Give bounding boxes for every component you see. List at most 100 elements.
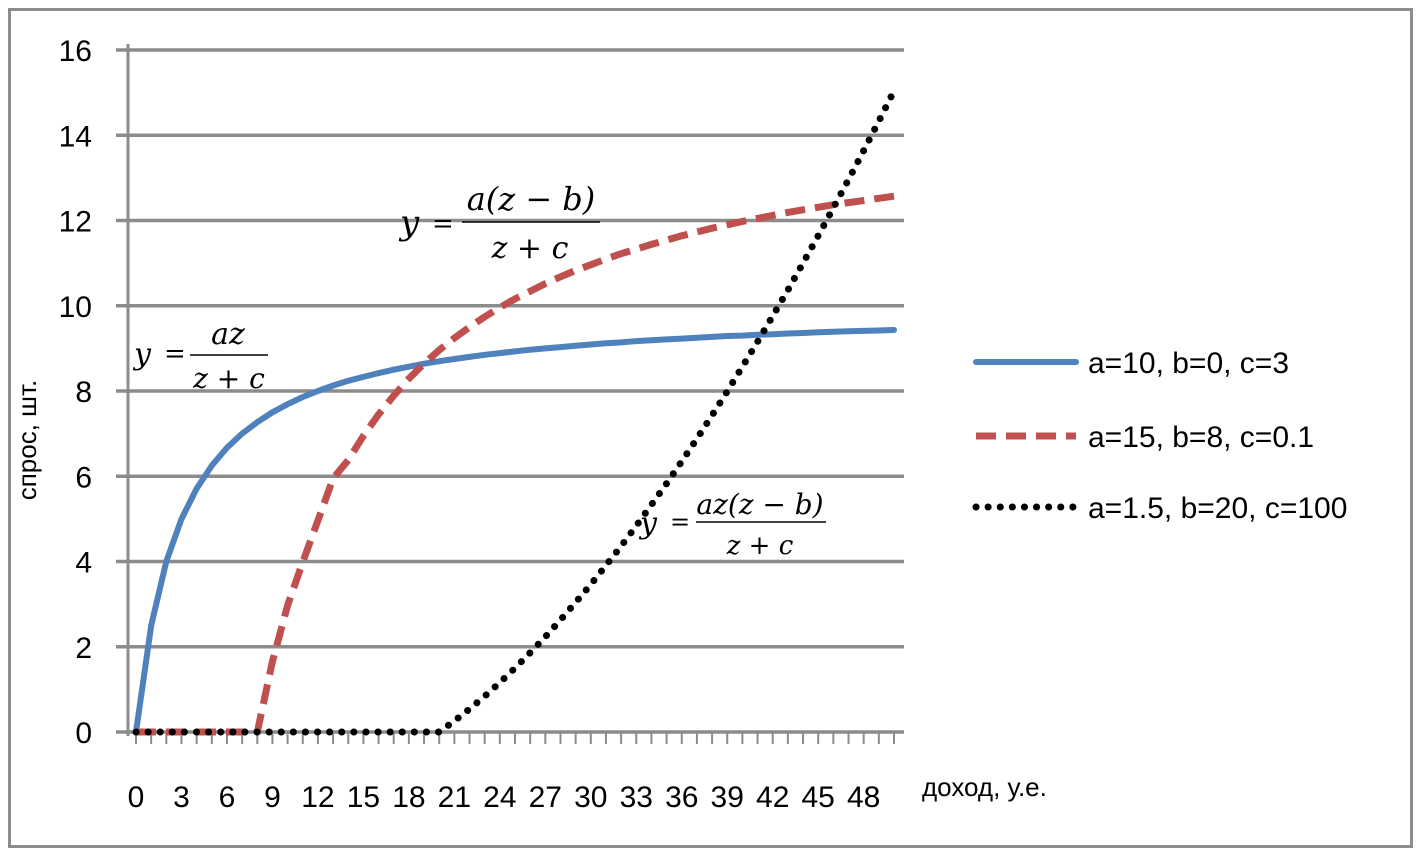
data-point [545, 348, 546, 349]
data-point [393, 732, 394, 733]
data-point [590, 584, 591, 585]
data-point [636, 249, 637, 250]
data-point [787, 289, 788, 290]
formula-1-numerator: az [211, 317, 245, 352]
formula-annotation-3: y = az(z − b) z + c [638, 488, 826, 561]
data-point [712, 228, 713, 229]
x-tick-label: 6 [219, 781, 236, 814]
data-point [242, 732, 243, 733]
data-point [317, 391, 318, 392]
data-point [742, 335, 743, 336]
data-point [302, 561, 303, 562]
data-point [530, 652, 531, 653]
data-point [302, 732, 303, 733]
data-point [605, 258, 606, 259]
data-point [136, 732, 137, 733]
data-point [621, 342, 622, 343]
data-point [863, 330, 864, 331]
data-point [575, 602, 576, 603]
legend-label-3: a=1.5, b=20, c=100 [1088, 492, 1347, 525]
data-point [666, 483, 667, 484]
data-point [439, 350, 440, 351]
data-point [530, 349, 531, 350]
data-point [408, 378, 409, 379]
data-point [196, 488, 197, 489]
formula-2-equals: = [432, 209, 454, 239]
y-tick-label: 12 [59, 206, 92, 239]
legend-label-2: a=15, b=8, c=0.1 [1088, 421, 1314, 454]
data-point [666, 240, 667, 241]
data-point [696, 337, 697, 338]
data-point [272, 412, 273, 413]
y-axis-tick-labels: 0 2 4 6 8 10 12 14 16 [59, 35, 92, 750]
data-point [803, 209, 804, 210]
legend: a=10, b=0, c=3 a=15, b=8, c=0.1 a=1.5, b=2… [972, 347, 1347, 525]
chart-frame [8, 8, 1413, 848]
data-point [226, 447, 227, 448]
data-point [833, 207, 834, 208]
data-point [333, 478, 334, 479]
x-tick-label: 24 [483, 781, 516, 814]
data-point [727, 391, 728, 392]
x-tick-label: 27 [529, 781, 562, 814]
data-point [257, 422, 258, 423]
data-point [803, 333, 804, 334]
data-point [772, 315, 773, 316]
data-point [454, 359, 455, 360]
data-point [590, 344, 591, 345]
data-point [818, 207, 819, 208]
data-point [894, 330, 895, 331]
data-point [469, 327, 470, 328]
legend-label-1: a=10, b=0, c=3 [1088, 347, 1289, 380]
formula-1-lhs: y [132, 337, 152, 372]
data-point [439, 361, 440, 362]
y-tick-label: 2 [75, 632, 92, 665]
data-point [560, 347, 561, 348]
data-point [772, 334, 773, 335]
data-point [666, 339, 667, 340]
series-group [132, 87, 898, 736]
data-point [742, 221, 743, 222]
y-tick-label: 10 [59, 291, 92, 324]
data-point [621, 253, 622, 254]
data-point [226, 732, 227, 733]
data-point [302, 396, 303, 397]
data-point [575, 270, 576, 271]
data-point [787, 212, 788, 213]
data-point [757, 341, 758, 342]
data-point [696, 438, 697, 439]
data-point [363, 732, 364, 733]
data-point [454, 338, 455, 339]
y-tick-label: 6 [75, 461, 92, 494]
data-point [878, 121, 879, 122]
data-point [863, 150, 864, 151]
y-axis-title: спрос, шт. [12, 380, 42, 501]
formula-1-equals: = [164, 339, 186, 369]
data-point [287, 732, 288, 733]
data-point [317, 520, 318, 521]
data-point [348, 732, 349, 733]
axes [116, 44, 904, 744]
x-tick-label: 0 [128, 781, 145, 814]
data-point [348, 460, 349, 461]
formula-1-denominator: z + c [192, 362, 265, 395]
formula-2-numerator: a(z − b) [467, 180, 596, 218]
data-point [848, 202, 849, 203]
series-line-2 [136, 192, 895, 736]
data-point [363, 376, 364, 377]
data-point [272, 732, 273, 733]
x-tick-label: 42 [756, 781, 789, 814]
data-point [211, 465, 212, 466]
data-point [257, 732, 258, 733]
data-point [878, 330, 879, 331]
data-point [742, 366, 743, 367]
data-point [287, 404, 288, 405]
y-tick-label: 0 [75, 717, 92, 750]
formula-annotation-1: y = az z + c [132, 317, 268, 395]
y-tick-label: 14 [59, 120, 92, 153]
data-point [242, 433, 243, 434]
formula-2-denominator: z + c [491, 231, 569, 266]
data-point [681, 461, 682, 462]
data-point [545, 636, 546, 637]
data-point [712, 336, 713, 337]
